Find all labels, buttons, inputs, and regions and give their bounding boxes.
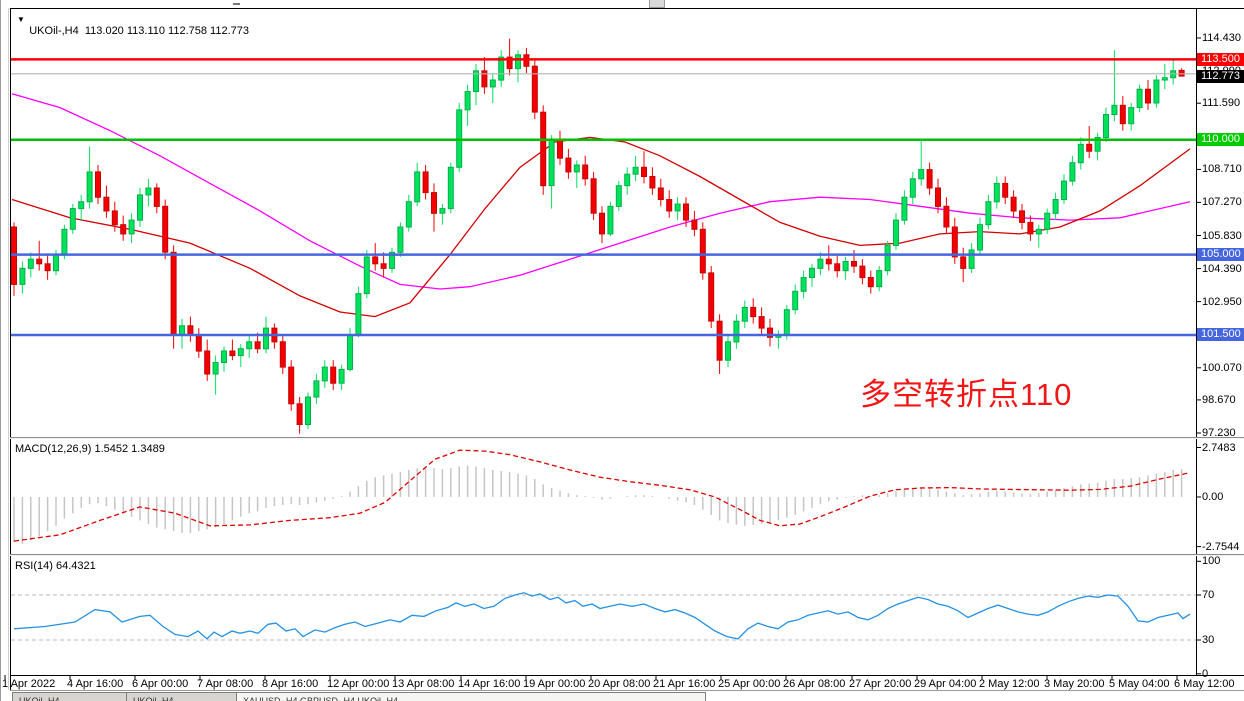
time-label: 6 Apr 00:00 — [132, 678, 189, 690]
time-axis-bottom-border — [10, 690, 1244, 691]
window-left-edge-highlight — [8, 8, 9, 690]
time-label: 21 Apr 16:00 — [653, 678, 716, 690]
annotation-text: 多空转折点110 — [860, 377, 1073, 412]
toolbar-fragment-box — [649, 0, 665, 8]
rsi-label: RSI(14) 64.4321 — [15, 560, 96, 572]
price-tick-label: 97.230 — [1202, 427, 1236, 439]
time-label: 14 Apr 16:00 — [458, 678, 521, 690]
chart-title-bar: ▼ UKOil-,H4 113.020 113.110 112.758 112.… — [17, 13, 249, 37]
time-label: 26 Apr 08:00 — [783, 678, 846, 690]
price-badge: 110.000 — [1197, 133, 1244, 147]
splitter-macd-rsi-hl — [10, 555, 1244, 556]
price-tick-label: 107.270 — [1202, 196, 1242, 209]
macd-tick-label: 0.00 — [1202, 491, 1224, 503]
price-badge: 105.000 — [1197, 248, 1244, 262]
window-menu-icon[interactable]: ▼ — [17, 15, 25, 24]
chart-left-border — [10, 8, 11, 690]
time-axis-top-border — [10, 675, 1244, 676]
price-badge: 101.500 — [1197, 328, 1244, 342]
price-tick-label: 104.390 — [1202, 262, 1242, 275]
time-label: 19 Apr 00:00 — [523, 678, 586, 690]
macd-tick-label: 2.7483 — [1202, 441, 1236, 454]
rsi-tick-label: 30 — [1202, 634, 1215, 646]
price-tick-label: 108.710 — [1202, 163, 1242, 176]
tab-ukoil-1[interactable]: UKOil-,H4 — [12, 692, 128, 701]
time-label: 7 Apr 08:00 — [197, 678, 254, 690]
time-label: 6 May 12:00 — [1174, 678, 1235, 690]
time-label: 4 Apr 16:00 — [67, 678, 124, 690]
price-tick-label: 111.590 — [1202, 97, 1241, 110]
time-label: 27 Apr 20:00 — [849, 678, 912, 690]
tab-symbols[interactable]: XAUUSD-,H4 GBPUSD-,H4 UKOil-,H4 — [236, 692, 706, 701]
splitter-main-macd-hl — [10, 438, 1244, 439]
time-label: 29 Apr 04:00 — [914, 678, 977, 690]
toolbar-fragment-dash — [233, 3, 240, 5]
time-label: 5 May 04:00 — [1109, 678, 1170, 690]
time-label: 20 Apr 08:00 — [588, 678, 651, 690]
price-tick-label: 105.830 — [1202, 229, 1242, 242]
rsi-tick-label: 70 — [1202, 589, 1215, 601]
rsi-tick-label: 100 — [1202, 555, 1221, 568]
chart-top-border — [10, 8, 1244, 9]
time-label: 1 Apr 2022 — [2, 678, 56, 690]
time-label: 12 Apr 00:00 — [327, 678, 390, 690]
splitter-main-macd[interactable] — [10, 437, 1244, 438]
splitter-macd-rsi[interactable] — [10, 554, 1244, 555]
time-label: 25 Apr 00:00 — [718, 678, 781, 690]
price-tick-label: 114.430 — [1202, 32, 1241, 44]
macd-label: MACD(12,26,9) 1.5452 1.3489 — [15, 443, 165, 455]
tab-ukoil-2[interactable]: UKOil-,H4 — [126, 692, 238, 701]
price-badge: 112.773 — [1197, 69, 1244, 83]
price-tick-label: 102.950 — [1202, 295, 1242, 308]
price-axis-line — [1196, 8, 1197, 675]
chart-title: UKOil-,H4 113.020 113.110 112.758 112.77… — [29, 25, 249, 37]
macd-tick-label: -2.7544 — [1202, 540, 1240, 553]
time-label: 13 Apr 08:00 — [392, 678, 455, 690]
time-label: 8 Apr 16:00 — [262, 678, 319, 690]
price-badge: 113.500 — [1197, 52, 1244, 66]
price-tick-label: 98.670 — [1202, 393, 1236, 406]
rsi-tick-label: 0 — [1202, 667, 1209, 680]
price-tick-label: 100.070 — [1202, 361, 1242, 374]
time-label: 2 May 12:00 — [979, 678, 1040, 690]
time-label: 3 May 20:00 — [1044, 678, 1105, 690]
window-left-edge — [0, 0, 1, 701]
